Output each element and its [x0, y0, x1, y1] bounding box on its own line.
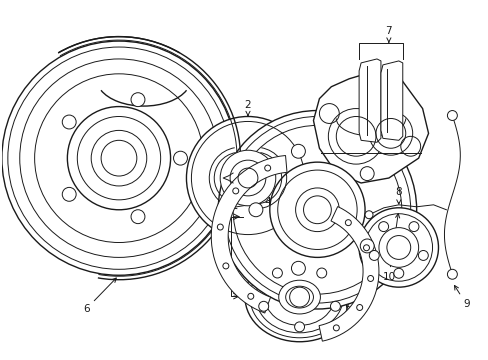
Circle shape [131, 210, 144, 224]
Circle shape [368, 112, 412, 155]
Text: 9: 9 [453, 285, 468, 309]
Circle shape [289, 287, 309, 307]
Circle shape [345, 220, 350, 226]
Polygon shape [211, 156, 286, 313]
Polygon shape [313, 71, 427, 183]
Circle shape [2, 41, 236, 275]
Text: 2: 2 [244, 100, 251, 116]
Circle shape [393, 268, 403, 278]
Circle shape [418, 251, 427, 260]
Circle shape [62, 188, 76, 201]
Text: 3: 3 [212, 251, 219, 261]
Circle shape [223, 263, 228, 269]
Circle shape [363, 245, 369, 251]
Circle shape [295, 188, 339, 231]
Polygon shape [318, 207, 378, 341]
Ellipse shape [264, 269, 334, 325]
Circle shape [186, 117, 309, 239]
Text: 10: 10 [382, 213, 399, 282]
Circle shape [358, 208, 438, 287]
Circle shape [67, 107, 170, 210]
Ellipse shape [244, 252, 353, 342]
Circle shape [378, 228, 418, 267]
Circle shape [247, 293, 253, 299]
Circle shape [272, 268, 282, 278]
Circle shape [316, 268, 326, 278]
Circle shape [367, 275, 373, 282]
Text: 4: 4 [222, 197, 270, 211]
Circle shape [356, 305, 362, 310]
Circle shape [291, 261, 305, 275]
Circle shape [327, 109, 383, 164]
Text: 1: 1 [346, 305, 357, 322]
Circle shape [378, 222, 388, 231]
Circle shape [408, 222, 418, 231]
Circle shape [232, 188, 238, 194]
Circle shape [173, 151, 187, 165]
Circle shape [360, 239, 373, 253]
Circle shape [62, 115, 76, 129]
Polygon shape [380, 61, 402, 140]
Circle shape [218, 111, 416, 309]
Circle shape [333, 325, 339, 331]
Circle shape [330, 301, 340, 311]
Circle shape [447, 111, 456, 121]
Circle shape [217, 224, 223, 230]
Circle shape [447, 269, 456, 279]
Circle shape [220, 150, 275, 206]
Ellipse shape [249, 256, 348, 338]
Circle shape [264, 165, 270, 171]
Circle shape [258, 301, 268, 311]
Circle shape [248, 203, 263, 217]
Circle shape [131, 93, 144, 107]
Circle shape [269, 162, 365, 257]
Text: 7: 7 [385, 26, 391, 42]
Circle shape [365, 211, 372, 219]
Ellipse shape [278, 280, 320, 314]
Circle shape [368, 251, 379, 260]
Circle shape [294, 322, 304, 332]
Circle shape [91, 130, 146, 186]
Ellipse shape [255, 261, 343, 333]
Text: 6: 6 [83, 278, 116, 314]
Circle shape [291, 144, 305, 158]
Text: 5: 5 [367, 61, 373, 71]
Circle shape [360, 167, 373, 181]
Polygon shape [358, 59, 380, 142]
Text: 8: 8 [395, 187, 401, 204]
Ellipse shape [285, 286, 313, 308]
